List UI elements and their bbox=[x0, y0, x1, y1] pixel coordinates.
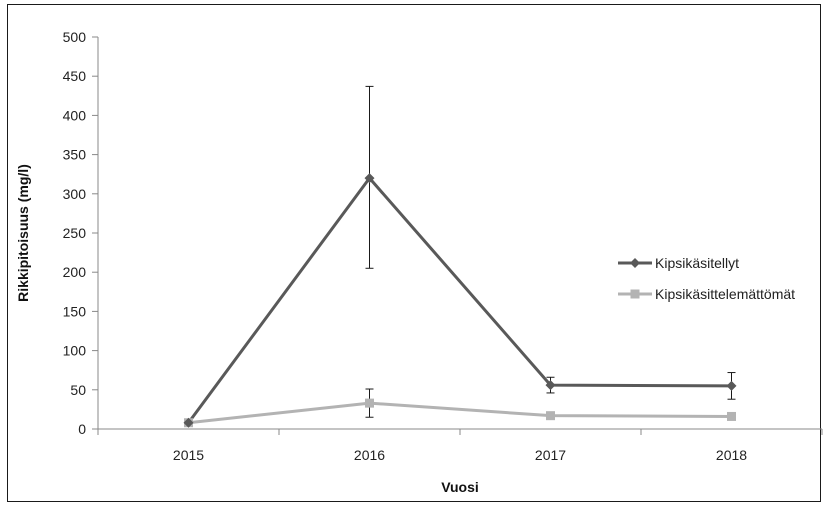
x-axis-title: Vuosi bbox=[441, 479, 479, 495]
series-line bbox=[188, 401, 732, 425]
data-point-diamond bbox=[364, 173, 375, 184]
series-line bbox=[187, 176, 732, 424]
data-point-square bbox=[365, 398, 374, 408]
y-tick-label: 200 bbox=[63, 264, 87, 280]
series-markers bbox=[183, 173, 737, 428]
axes: 0 50 100 150 200 250 300 350 400 450 500 2015 2016 20… bbox=[63, 29, 823, 463]
y-tick-label: 500 bbox=[63, 29, 87, 45]
data-point-square bbox=[546, 411, 555, 421]
data-point-square bbox=[727, 411, 736, 421]
y-tick-label: 100 bbox=[63, 343, 87, 359]
error-bars bbox=[365, 85, 736, 418]
y-tick-label: 400 bbox=[63, 107, 87, 123]
chart-frame bbox=[7, 4, 821, 502]
legend-marker bbox=[630, 258, 640, 268]
y-tick-label: 450 bbox=[63, 68, 87, 84]
x-tick-label: 2017 bbox=[535, 447, 566, 463]
y-tick-label: 300 bbox=[63, 186, 87, 202]
data-point-diamond bbox=[183, 417, 194, 428]
series-lines bbox=[187, 176, 732, 425]
y-axis-title: Rikkipitoisuus (mg/l) bbox=[15, 164, 31, 302]
x-tick-label: 2015 bbox=[173, 447, 204, 463]
y-tick-label: 150 bbox=[63, 303, 87, 319]
data-point-diamond bbox=[726, 380, 737, 391]
x-tick-label: 2018 bbox=[716, 447, 747, 463]
data-point-diamond bbox=[545, 380, 556, 391]
y-tick-label: 0 bbox=[78, 421, 86, 437]
legend-marker bbox=[630, 289, 640, 299]
x-tick-label: 2016 bbox=[354, 447, 385, 463]
y-tick-label: 350 bbox=[63, 147, 87, 163]
y-tick-label: 50 bbox=[70, 382, 86, 398]
legend-label: Kipsikäsitellyt bbox=[655, 255, 739, 271]
y-tick-label: 250 bbox=[63, 225, 87, 241]
legend-label: Kipsikäsittelemättömät bbox=[655, 286, 795, 302]
legend: Kipsikäsitellyt Kipsikäsittelemättömät bbox=[618, 255, 795, 302]
